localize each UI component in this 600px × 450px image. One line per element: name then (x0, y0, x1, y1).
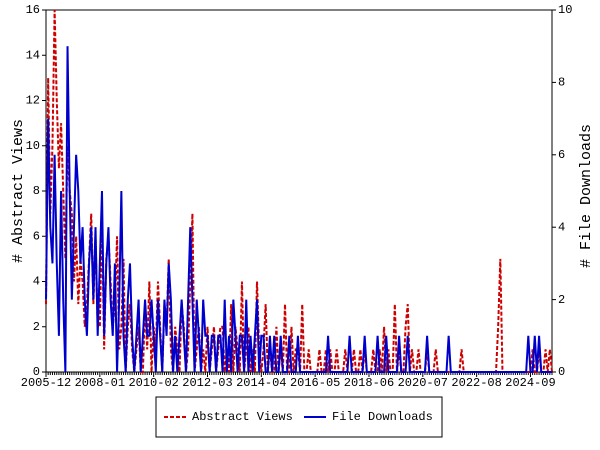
legend-label: Abstract Views (192, 410, 293, 424)
series-line (45, 46, 552, 373)
y2-tick-label: 2 (558, 293, 565, 307)
y2-tick-label: 10 (558, 3, 572, 17)
x-tick-label: 2018-06 (344, 376, 394, 390)
y2-tick-label: 8 (558, 76, 565, 90)
x-tick-label: 2008-01 (75, 376, 125, 390)
y-tick-label: 4 (33, 275, 40, 289)
y-tick-label: 14 (26, 48, 40, 62)
y2-axis-title: # File Downloads (578, 124, 595, 268)
y-tick-label: 8 (33, 184, 40, 198)
y-tick-label: 6 (33, 229, 40, 243)
x-tick-label: 2014-04 (236, 376, 286, 390)
y2-tick-label: 0 (558, 365, 565, 379)
y-tick-label: 2 (33, 320, 40, 334)
y-tick-label: 10 (26, 139, 40, 153)
y-tick-label: 16 (26, 3, 40, 17)
y2-tick-label: 6 (558, 148, 565, 162)
y-axis-title: # Abstract Views (10, 119, 27, 263)
x-tick-label: 2024-09 (505, 376, 555, 390)
x-tick-label: 2012-03 (182, 376, 232, 390)
legend-box (155, 396, 443, 438)
legend-label: File Downloads (332, 410, 433, 424)
x-tick-label: 2020-07 (398, 376, 448, 390)
x-tick-label: 2016-05 (290, 376, 340, 390)
y-tick-label: 0 (33, 365, 40, 379)
x-tick-label: 2010-02 (128, 376, 178, 390)
x-tick-label: 2005-12 (21, 376, 71, 390)
x-tick-label: 2022-08 (451, 376, 501, 390)
y-tick-label: 12 (26, 94, 40, 108)
y2-tick-label: 4 (558, 220, 565, 234)
